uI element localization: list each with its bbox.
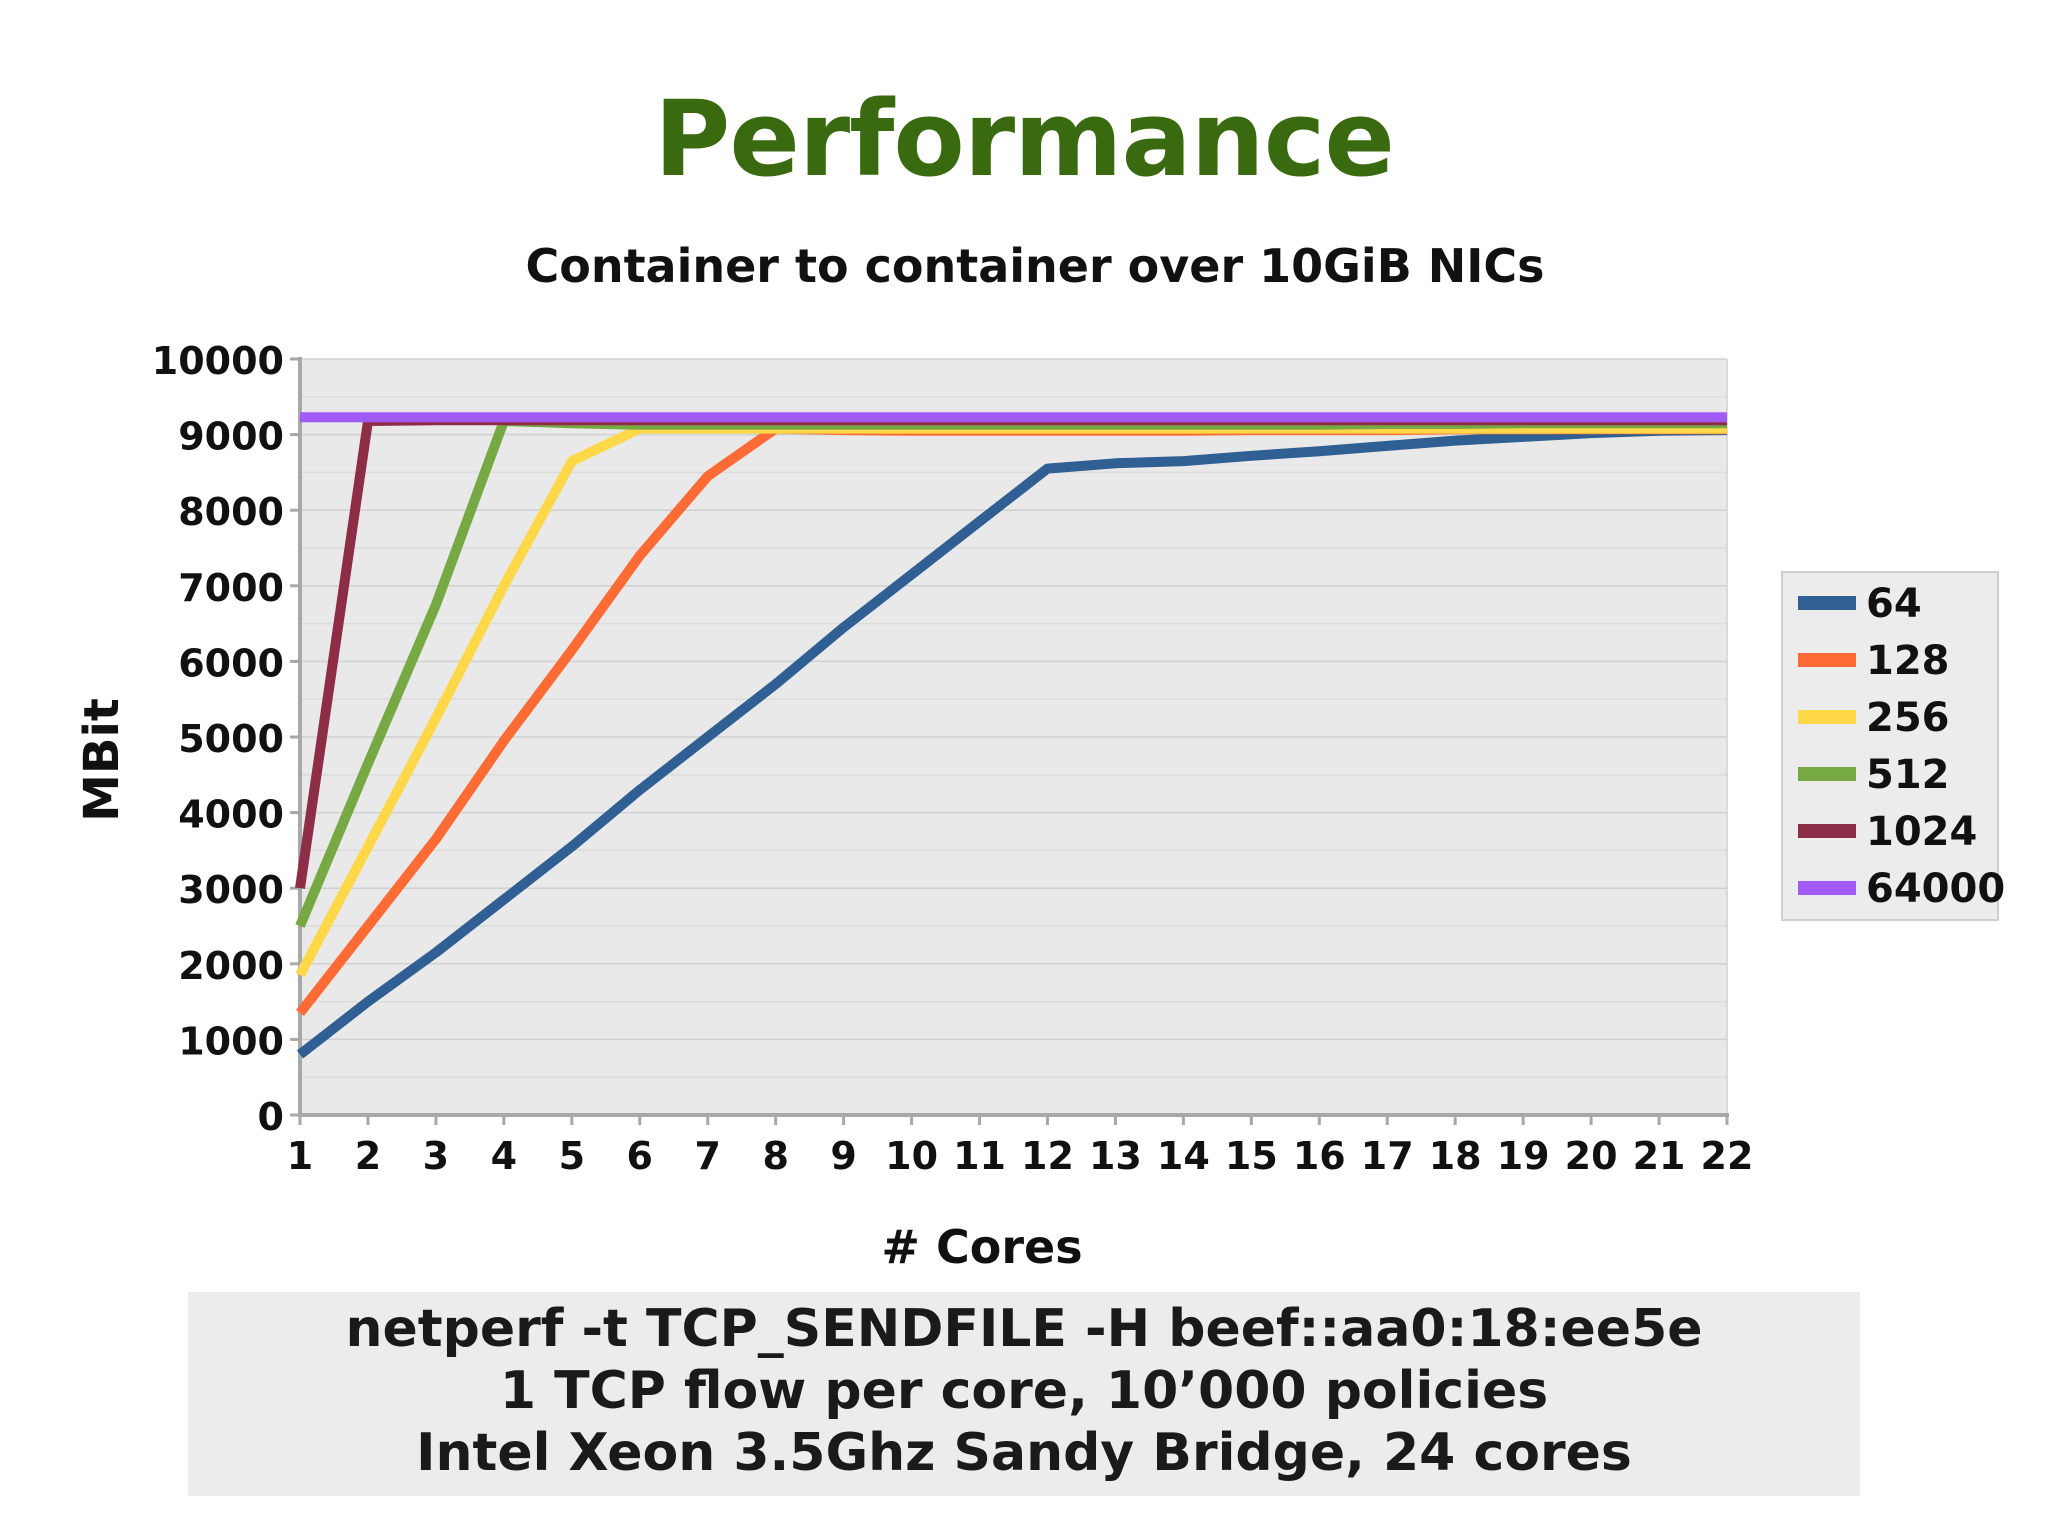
x-tick-label: 6 — [627, 1134, 653, 1178]
line-chart: Container to container over 10GiB NICs 0… — [74, 239, 2005, 1274]
x-tick-label: 1 — [287, 1134, 313, 1178]
legend: 64 128 256 512 1024 64000 — [1781, 571, 2005, 921]
benchmark-notes: netperf -t TCP_SENDFILE -H beef::aa0:18:… — [188, 1292, 1860, 1496]
legend-swatch-1024 — [1798, 824, 1856, 838]
y-tick-label: 6000 — [178, 641, 284, 685]
y-tick-label: 5000 — [178, 717, 284, 761]
y-tick-label: 0 — [258, 1095, 284, 1139]
x-tick-label: 10 — [885, 1134, 938, 1178]
x-tick-label: 16 — [1293, 1134, 1346, 1178]
y-tick-label: 4000 — [178, 793, 284, 837]
y-tick-label: 7000 — [178, 566, 284, 610]
y-tick-label: 8000 — [178, 490, 284, 534]
y-tick-label: 10000 — [152, 339, 284, 383]
legend-swatch-64000 — [1798, 881, 1856, 895]
x-tick-label: 7 — [694, 1134, 720, 1178]
legend-swatch-256 — [1798, 710, 1856, 724]
x-tick-label: 13 — [1089, 1134, 1142, 1178]
x-tick-label: 15 — [1225, 1134, 1278, 1178]
series-line-64 — [296, 425, 1728, 1059]
x-axis-label: # Cores — [881, 1220, 1082, 1274]
y-tick-label: 1000 — [178, 1019, 284, 1063]
y-tick-label: 9000 — [178, 415, 284, 459]
x-tick-label: 20 — [1565, 1134, 1618, 1178]
legend-label-64: 64 — [1866, 581, 1922, 627]
legend-box — [1781, 571, 1999, 921]
footer-line-3: Intel Xeon 3.5Ghz Sandy Bridge, 24 cores — [416, 1423, 1632, 1483]
footer-line-2: 1 TCP flow per core, 10’000 policies — [499, 1361, 1549, 1421]
legend-swatch-128 — [1798, 653, 1856, 667]
legend-label-512: 512 — [1866, 752, 1950, 798]
x-tick-label: 2 — [355, 1134, 381, 1178]
series-lines — [295, 412, 1728, 1059]
x-tick-label: 14 — [1157, 1134, 1210, 1178]
slide-title: Performance — [654, 78, 1395, 200]
x-tick-label: 5 — [559, 1134, 585, 1178]
chart-title: Container to container over 10GiB NICs — [525, 239, 1544, 293]
x-tick-label: 19 — [1497, 1134, 1550, 1178]
y-tick-label: 3000 — [178, 868, 284, 912]
x-tick-label: 12 — [1021, 1134, 1074, 1178]
axes — [290, 357, 1729, 1125]
legend-swatch-64 — [1798, 596, 1856, 610]
x-tick-label: 8 — [762, 1134, 788, 1178]
x-tick-label: 9 — [830, 1134, 856, 1178]
footer-line-1: netperf -t TCP_SENDFILE -H beef::aa0:18:… — [345, 1299, 1703, 1359]
legend-swatch-512 — [1798, 767, 1856, 781]
x-tick-label: 17 — [1361, 1134, 1414, 1178]
legend-label-1024: 1024 — [1866, 809, 1977, 855]
y-tick-label: 2000 — [178, 944, 284, 988]
x-tick-label: 11 — [953, 1134, 1006, 1178]
x-tick-label: 18 — [1429, 1134, 1482, 1178]
legend-label-256: 256 — [1866, 695, 1950, 741]
x-tick-label: 22 — [1701, 1134, 1754, 1178]
x-tick-label: 21 — [1633, 1134, 1686, 1178]
x-tick-label: 4 — [491, 1134, 517, 1178]
legend-label-64000: 64000 — [1866, 866, 2005, 912]
x-tick-label: 3 — [423, 1134, 449, 1178]
gridlines — [300, 358, 1728, 1115]
legend-label-128: 128 — [1866, 638, 1950, 684]
x-tick-labels: 1 2 3 4 5 6 7 8 9 10 11 12 13 14 15 16 17 18 19 20 21 22 — [287, 1134, 1754, 1178]
y-axis-label: MBit — [74, 698, 130, 822]
y-tick-labels: 0 1000 2000 3000 4000 5000 6000 7000 8000 9000 100… — [152, 339, 284, 1139]
